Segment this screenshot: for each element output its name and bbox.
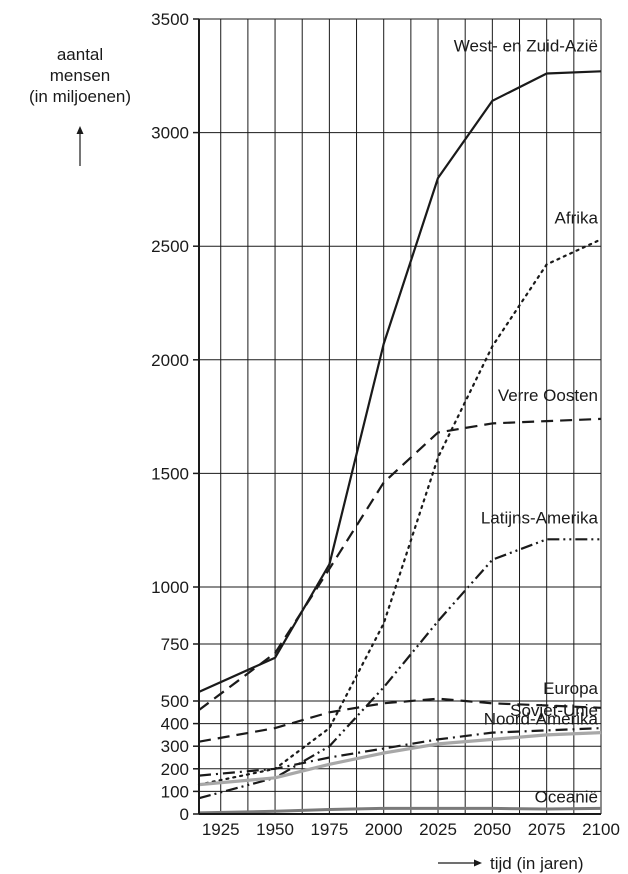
series-line-west-en-zuid-azi	[198, 70, 602, 693]
y-tick-label: 3000	[151, 124, 189, 143]
series-label: Latijns-Amerika	[481, 508, 599, 527]
y-axis-label-line-3: (in miljoenen)	[28, 87, 132, 106]
x-tick-label: 1925	[202, 820, 240, 839]
y-axis-label: aantal mensen (in miljoenen)	[0, 44, 160, 107]
series-label: Verre Oosten	[498, 386, 598, 405]
x-axis-label: tijd (in jaren)	[490, 854, 584, 873]
y-axis-label-line-2: mensen	[49, 66, 111, 85]
x-axis-arrowhead-icon	[474, 859, 482, 867]
y-tick-label: 100	[161, 782, 189, 801]
y-tick-label: 2000	[151, 351, 189, 370]
series-line-oceani	[198, 806, 602, 815]
x-tick-label: 1950	[256, 820, 294, 839]
series-line-latijns-amerika	[198, 538, 601, 800]
series-line-afrika	[197, 238, 603, 786]
y-tick-label: 1000	[151, 578, 189, 597]
y-tick-label: 500	[161, 692, 189, 711]
x-tick-label: 2100	[582, 820, 620, 839]
series-label: West- en Zuid-Azië	[454, 36, 598, 55]
y-tick-label: 750	[161, 635, 189, 654]
y-tick-label: 0	[180, 805, 189, 824]
series-label: Europa	[543, 679, 598, 698]
y-tick-label: 200	[161, 760, 189, 779]
y-axis-arrowhead-icon	[76, 126, 84, 134]
series-line-europa	[198, 697, 602, 743]
y-axis-label-line-1: aantal	[56, 45, 104, 64]
y-tick-label: 1500	[151, 464, 189, 483]
axes: 1925 1950 1975 2000 2025 2050 2075 2100 0 100 200 3…	[151, 10, 620, 839]
x-tick-label: 2075	[528, 820, 566, 839]
x-tick-label: 2025	[419, 820, 457, 839]
y-tick-label: 400	[161, 715, 189, 734]
series-line-verre-oosten	[198, 417, 602, 711]
series-label: Noord-Amerika	[484, 710, 599, 729]
x-tick-label: 1975	[310, 820, 348, 839]
series-line-noord-amerika	[198, 731, 602, 787]
series-layer	[197, 70, 603, 815]
x-tick-label: 2050	[473, 820, 511, 839]
series-label: Afrika	[555, 208, 599, 227]
labels: tijd (in jaren) West- en Zuid-Azië Afrika V…	[76, 36, 599, 873]
y-tick-label: 2500	[151, 237, 189, 256]
x-tick-label: 2000	[365, 820, 403, 839]
grid	[199, 18, 602, 814]
y-tick-label: 3500	[151, 10, 189, 29]
series-label: Sovjet-Unie	[510, 701, 598, 720]
series-label: Oceanië	[535, 787, 598, 806]
y-tick-label: 300	[161, 737, 189, 756]
series-line-sovjet-unie	[198, 727, 602, 777]
